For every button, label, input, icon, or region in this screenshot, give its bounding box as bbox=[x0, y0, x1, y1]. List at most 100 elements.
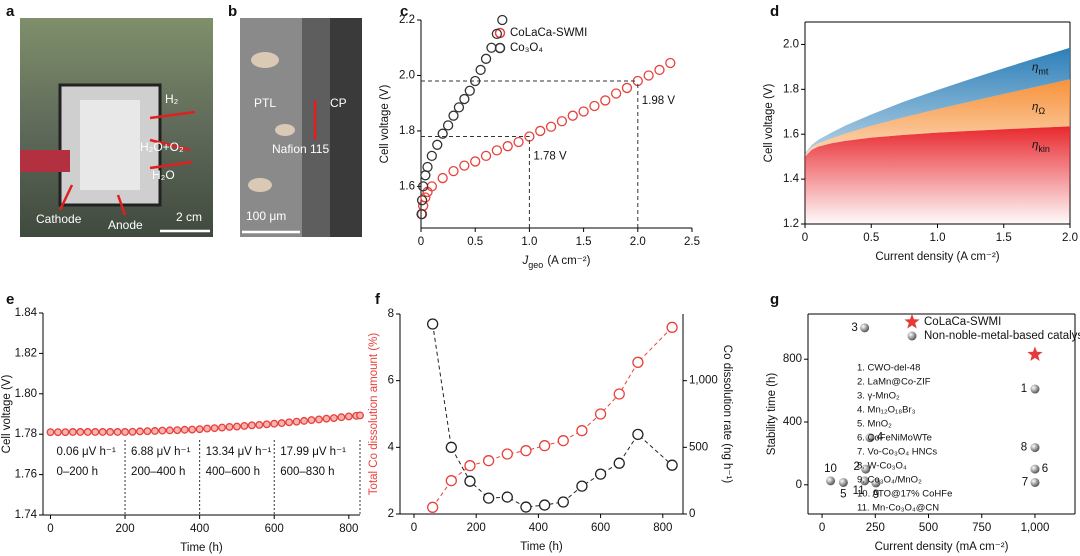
photo-label: Anode bbox=[108, 218, 143, 232]
point-label: 2 bbox=[853, 461, 859, 473]
data-point bbox=[501, 448, 513, 460]
arrow bbox=[149, 160, 193, 170]
data-point bbox=[632, 428, 644, 441]
x-tick-label: 1,000 bbox=[1021, 522, 1050, 534]
data-point bbox=[420, 170, 431, 181]
data-point bbox=[453, 102, 465, 113]
x-tick-label: 600 bbox=[265, 523, 284, 535]
data-point bbox=[322, 414, 331, 423]
segment-rate: 17.99 μV h⁻¹ bbox=[280, 446, 346, 458]
data-point bbox=[437, 128, 448, 139]
data-point bbox=[482, 455, 495, 467]
x-tick-label: 1.0 bbox=[930, 232, 946, 244]
data-point bbox=[576, 480, 588, 492]
data-point bbox=[158, 426, 167, 435]
data-point bbox=[567, 110, 578, 121]
y2-tick-label: 1,000 bbox=[689, 375, 718, 387]
data-point bbox=[173, 426, 182, 435]
point-label: 7 bbox=[1022, 476, 1028, 488]
data-point bbox=[277, 419, 286, 428]
data-point bbox=[594, 468, 607, 480]
y-tick-label: 1.6 bbox=[399, 180, 415, 192]
x-tick-label: 800 bbox=[339, 523, 358, 535]
data-point bbox=[578, 106, 589, 117]
y-axis-label: Cell voltage (V) bbox=[763, 84, 775, 163]
x-tick-label: 2.0 bbox=[630, 236, 646, 248]
legend-label: CoLaCa-SWMI bbox=[924, 316, 1001, 328]
data-point bbox=[285, 418, 294, 427]
y-tick-label: 1.76 bbox=[15, 469, 37, 481]
panel-letter: a bbox=[6, 3, 15, 20]
data-point bbox=[307, 416, 316, 425]
x-axis-label: Time (h) bbox=[520, 541, 563, 553]
note: 7. Vo-Co₃O₄ HNCs bbox=[857, 447, 937, 458]
axis-label: Jgeo (A cm⁻²) bbox=[522, 255, 591, 270]
x-tick-label: 2.0 bbox=[1062, 232, 1078, 244]
data-point bbox=[613, 457, 625, 469]
data-point bbox=[501, 491, 513, 503]
data-point bbox=[1030, 443, 1040, 453]
data-point bbox=[432, 139, 443, 150]
y-tick-label: 2.0 bbox=[783, 38, 799, 50]
data-point bbox=[292, 417, 301, 426]
device-plate bbox=[80, 100, 140, 190]
point-label: 11 bbox=[853, 485, 865, 497]
data-point bbox=[344, 412, 353, 421]
x-tick-label: 0 bbox=[47, 523, 53, 535]
data-point bbox=[643, 70, 654, 81]
data-point bbox=[464, 475, 476, 487]
x-tick-label: 750 bbox=[972, 522, 991, 534]
data-point bbox=[240, 421, 249, 430]
data-point bbox=[491, 145, 503, 156]
area-label-symbol: η bbox=[1032, 139, 1038, 151]
data-point bbox=[666, 321, 678, 333]
data-point bbox=[203, 424, 212, 433]
data-point bbox=[556, 116, 568, 127]
segment-rate: 6.88 μV h⁻¹ bbox=[131, 446, 191, 458]
data-point bbox=[480, 53, 492, 64]
y-tick-label: 2.2 bbox=[399, 14, 415, 26]
data-point bbox=[459, 93, 470, 105]
area-label-symbol: η bbox=[1032, 101, 1038, 113]
data-point bbox=[654, 64, 665, 76]
point-label: 5 bbox=[840, 488, 846, 500]
data-point bbox=[426, 150, 437, 162]
point-label: 9 bbox=[873, 489, 879, 501]
photo-label: Nafion 115 bbox=[272, 142, 329, 156]
data-point bbox=[113, 428, 122, 436]
data-point bbox=[445, 441, 457, 453]
point-label: 1 bbox=[1021, 383, 1027, 395]
data-point bbox=[513, 136, 524, 148]
x-tick-label: 0 bbox=[411, 522, 417, 534]
y-tick-label: 1.84 bbox=[15, 307, 38, 319]
x-tick-label: 0.5 bbox=[467, 236, 483, 248]
y-tick-label: 1.2 bbox=[783, 218, 799, 230]
point-label: 8 bbox=[1021, 442, 1027, 454]
x-tick-label: 0.5 bbox=[863, 232, 879, 244]
data-point bbox=[666, 459, 678, 471]
data-point bbox=[232, 422, 241, 431]
y-tick-label: 1.80 bbox=[15, 388, 37, 400]
area bbox=[805, 79, 1070, 157]
point-label: 10 bbox=[824, 463, 837, 475]
data-point bbox=[497, 14, 508, 26]
data-point bbox=[225, 422, 234, 431]
data-point bbox=[464, 460, 476, 472]
x-tick-label: 0 bbox=[819, 522, 825, 534]
panel-letter: b bbox=[228, 3, 237, 20]
data-point bbox=[418, 181, 429, 192]
photo-label: PTL bbox=[254, 96, 276, 110]
arrow bbox=[149, 138, 191, 152]
photo-b bbox=[240, 18, 362, 237]
data-point bbox=[486, 42, 497, 53]
y-tick-label: 1.4 bbox=[783, 173, 800, 185]
legend-marker bbox=[494, 42, 506, 54]
y-axis-label: Stability time (h) bbox=[766, 373, 778, 456]
arrow bbox=[116, 194, 127, 216]
x-tick-label: 250 bbox=[866, 522, 885, 534]
legend-marker bbox=[904, 314, 920, 329]
axis-label-subscript: geo bbox=[528, 260, 543, 270]
panel-letter: g bbox=[770, 291, 779, 308]
x-tick-label: 800 bbox=[653, 522, 672, 534]
